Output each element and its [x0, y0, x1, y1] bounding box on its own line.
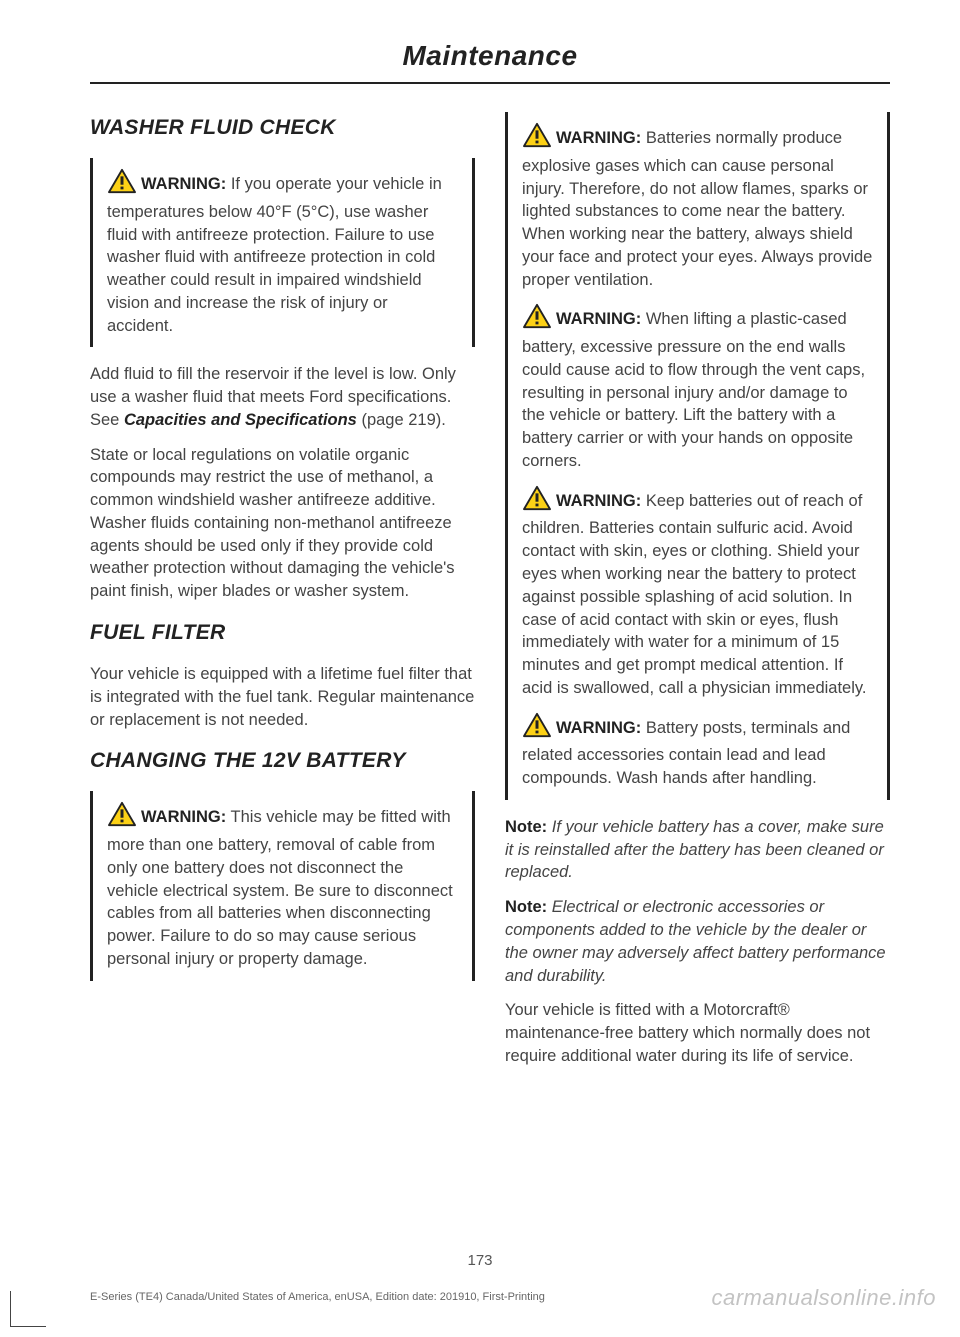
- warning-box-battery-multi: WARNING: This vehicle may be fitted with…: [90, 791, 475, 980]
- warning-text: WARNING: This vehicle may be fitted with…: [107, 797, 458, 970]
- warning-icon: [522, 303, 552, 336]
- cross-ref: Capacities and Specifications: [124, 411, 357, 429]
- note-para: Note: If your vehicle battery has a cove…: [505, 816, 890, 884]
- warning-body: If you operate your vehicle in temperatu…: [107, 175, 442, 335]
- warning-icon: [522, 122, 552, 155]
- footer-line: E-Series (TE4) Canada/United States of A…: [90, 1291, 545, 1303]
- warning-body: Keep batteries out of reach of children.…: [522, 492, 867, 697]
- watermark: carmanualsonline.info: [711, 1285, 936, 1311]
- note-label: Note:: [505, 898, 547, 916]
- warning-box-battery-group: WARNING: Batteries normally produce expl…: [505, 112, 890, 800]
- warning-icon: [107, 168, 137, 201]
- warning-body: When lifting a plastic-cased battery, ex…: [522, 310, 865, 470]
- note-label: Note:: [505, 818, 547, 836]
- note-body: Electrical or electronic accessories or …: [505, 898, 886, 984]
- page-header: Maintenance: [90, 40, 890, 84]
- warning-icon: [107, 801, 137, 834]
- heading-12v-battery: CHANGING THE 12V BATTERY: [90, 749, 475, 773]
- warning-body: This vehicle may be fitted with more tha…: [107, 808, 453, 968]
- warning-text: WARNING: Keep batteries out of reach of …: [522, 481, 873, 700]
- left-column: WASHER FLUID CHECK WARNING: If you opera…: [90, 112, 475, 1080]
- note-body: If your vehicle battery has a cover, mak…: [505, 818, 884, 882]
- body-para: State or local regulations on volatile o…: [90, 444, 475, 603]
- heading-fuel-filter: FUEL FILTER: [90, 621, 475, 645]
- warning-label: WARNING:: [141, 808, 226, 826]
- note-para: Note: Electrical or electronic accessori…: [505, 896, 890, 987]
- warning-label: WARNING:: [556, 129, 641, 147]
- body-para: Your vehicle is fitted with a Motorcraft…: [505, 999, 890, 1067]
- content-columns: WASHER FLUID CHECK WARNING: If you opera…: [90, 112, 890, 1080]
- header-title: Maintenance: [402, 40, 577, 71]
- warning-label: WARNING:: [556, 310, 641, 328]
- heading-washer-fluid: WASHER FLUID CHECK: [90, 116, 475, 140]
- warning-text: WARNING: Batteries normally produce expl…: [522, 118, 873, 291]
- crop-mark-icon: [10, 1291, 46, 1327]
- right-column: WARNING: Batteries normally produce expl…: [505, 112, 890, 1080]
- warning-text: WARNING: When lifting a plastic-cased ba…: [522, 299, 873, 472]
- warning-box-washer: WARNING: If you operate your vehicle in …: [90, 158, 475, 347]
- warning-icon: [522, 712, 552, 745]
- warning-text: WARNING: Battery posts, terminals and re…: [522, 708, 873, 790]
- warning-body: Batteries normally produce explosive gas…: [522, 129, 872, 289]
- warning-label: WARNING:: [556, 719, 641, 737]
- warning-icon: [522, 485, 552, 518]
- warning-text: WARNING: If you operate your vehicle in …: [107, 164, 458, 337]
- body-para: Your vehicle is equipped with a lifetime…: [90, 663, 475, 731]
- body-para: Add fluid to fill the reservoir if the l…: [90, 363, 475, 431]
- warning-label: WARNING:: [556, 492, 641, 510]
- text-run: (page 219).: [357, 411, 446, 429]
- page-number: 173: [0, 1252, 960, 1269]
- warning-label: WARNING:: [141, 175, 226, 193]
